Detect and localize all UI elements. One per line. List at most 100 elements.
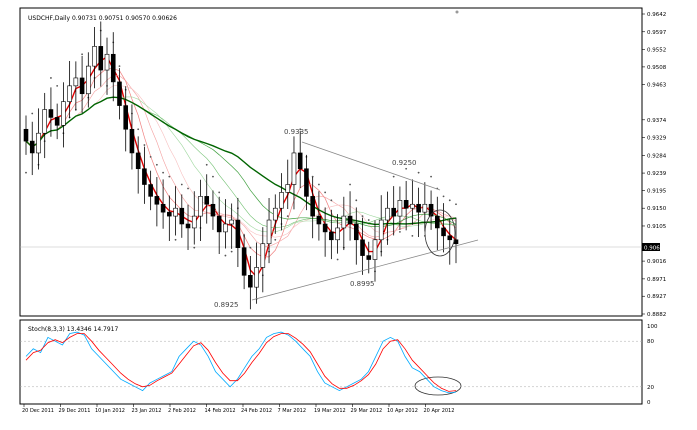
candle-body[interactable] [353, 223, 359, 241]
candle-body[interactable] [279, 192, 284, 209]
date-tick-label: 7 Mar 2012 [278, 408, 307, 414]
top-marker [455, 10, 459, 14]
stoch-main-line [25, 331, 457, 394]
candle-body[interactable] [185, 223, 191, 229]
date-tick-label: 29 Mar 2012 [351, 408, 383, 414]
candle-body[interactable] [241, 247, 247, 276]
candle-body[interactable] [142, 168, 147, 185]
candle-body[interactable] [173, 207, 178, 217]
psar-dot [367, 219, 370, 221]
candle-body[interactable] [366, 255, 372, 260]
candle-body[interactable] [154, 196, 160, 205]
psar-dot [430, 175, 432, 178]
candle-body[interactable] [341, 215, 347, 229]
price-axis[interactable]: 0.9642 0.9597 0.9552 0.9508 0.9463 0.9374 0.93… [642, 12, 667, 318]
low-annotation: 0.8925 [214, 301, 239, 309]
psar-dot [81, 53, 83, 56]
candle-body[interactable] [304, 168, 309, 197]
candle-body[interactable] [441, 227, 446, 237]
candle-body[interactable] [360, 239, 365, 256]
candle-body[interactable] [285, 184, 291, 193]
psar-dot [174, 238, 177, 241]
candle-body[interactable] [235, 219, 241, 248]
candle-body[interactable] [316, 215, 322, 225]
candle-body[interactable] [385, 207, 390, 221]
candle-body[interactable] [179, 207, 185, 225]
resistance-trendline[interactable] [301, 141, 441, 191]
candle-body[interactable] [92, 46, 97, 67]
date-tick-label: 23 Jan 2012 [132, 408, 162, 414]
candle-body[interactable] [67, 85, 72, 102]
stoch-level-label: 100 [647, 324, 658, 330]
support-trendline[interactable] [251, 239, 479, 301]
psar-dot [330, 199, 333, 202]
candle-body[interactable] [291, 152, 297, 185]
ma-line [25, 55, 457, 278]
candle-body[interactable] [410, 203, 415, 209]
candle-body[interactable] [229, 219, 234, 225]
candle-body[interactable] [310, 196, 315, 217]
candle-body[interactable] [135, 152, 141, 170]
date-tick-label: 10 Apr 2012 [387, 408, 418, 414]
candle-body[interactable] [117, 81, 122, 106]
date-axis[interactable]: 20 Dec 2011 29 Dec 2011 10 Jan 2012 23 Jan … [22, 404, 454, 414]
candle-body[interactable] [123, 105, 129, 130]
candle-body[interactable] [391, 207, 396, 217]
candle-body[interactable] [335, 227, 340, 241]
candle-body[interactable] [129, 128, 135, 154]
candle-body[interactable] [272, 207, 278, 221]
candle-body[interactable] [48, 109, 54, 118]
candlesticks[interactable] [23, 21, 459, 310]
price-tick-label: 0.9463 [647, 83, 667, 89]
candle-body[interactable] [167, 211, 172, 217]
candle-body[interactable] [61, 101, 66, 126]
candle-body[interactable] [198, 196, 203, 217]
candle-body[interactable] [104, 53, 110, 71]
psar-dot [155, 163, 158, 166]
candle-body[interactable] [422, 203, 428, 213]
stoch-level-label: 0 [647, 400, 651, 406]
candle-body[interactable] [148, 184, 153, 197]
psar-dot [31, 112, 34, 115]
candle-body[interactable] [403, 200, 409, 209]
candle-body[interactable] [23, 128, 29, 142]
candle-body[interactable] [435, 215, 440, 229]
date-tick-label: 10 Jan 2012 [95, 408, 125, 414]
candle-body[interactable] [254, 267, 259, 288]
psar-dot [361, 215, 364, 218]
indicator-panel[interactable] [19, 319, 643, 405]
candle-body[interactable] [329, 231, 334, 241]
price-tick-label: 0.8971 [647, 277, 666, 283]
candle-body[interactable] [416, 203, 421, 213]
psar-dot [193, 246, 196, 249]
candle-body[interactable] [322, 223, 328, 233]
candle-body[interactable] [98, 46, 104, 71]
candle-body[interactable] [397, 200, 403, 217]
price-panel[interactable] [19, 7, 643, 317]
candle-body[interactable] [347, 215, 353, 225]
candle-body[interactable] [191, 215, 197, 229]
candle-body[interactable] [160, 203, 166, 213]
candle-body[interactable] [29, 140, 35, 154]
candle-body[interactable] [372, 239, 378, 260]
candle-body[interactable] [378, 219, 384, 241]
candle-body[interactable] [447, 235, 453, 241]
candle-body[interactable] [54, 117, 60, 126]
candle-body[interactable] [79, 77, 85, 95]
candle-body[interactable] [216, 215, 222, 233]
candle-body[interactable] [42, 109, 47, 134]
candle-body[interactable] [266, 219, 272, 245]
candle-body[interactable] [428, 203, 434, 217]
candle-body[interactable] [110, 53, 116, 83]
candle-body[interactable] [73, 77, 79, 87]
candle-body[interactable] [36, 132, 41, 154]
candle-body[interactable] [248, 275, 253, 288]
candle-body[interactable] [260, 243, 266, 268]
candle-body[interactable] [204, 196, 210, 205]
candle-body[interactable] [86, 65, 91, 95]
candle-body[interactable] [223, 223, 228, 233]
candle-body[interactable] [210, 203, 216, 217]
candle-body[interactable] [297, 152, 303, 170]
